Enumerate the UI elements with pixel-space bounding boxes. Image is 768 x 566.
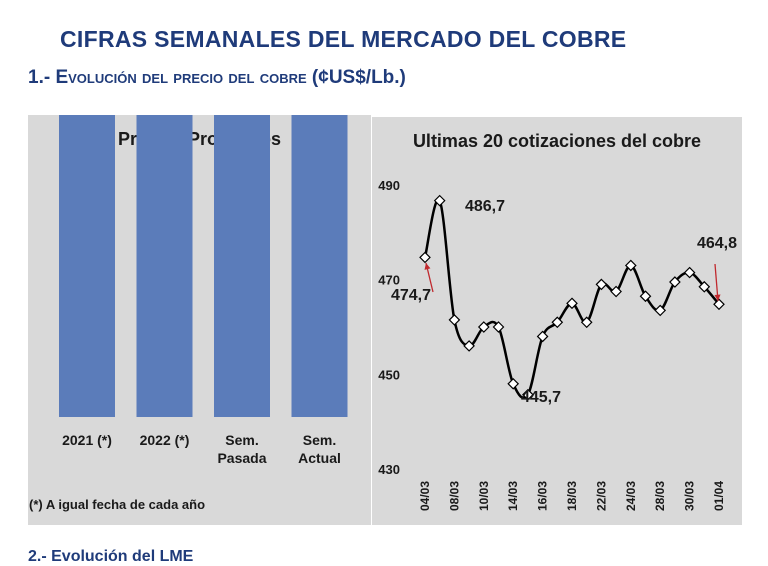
point-value-label: 486,7	[465, 198, 505, 215]
data-point-marker	[713, 298, 725, 311]
x-tick-label: 28/03	[653, 481, 667, 511]
y-tick-label: 430	[378, 462, 400, 477]
x-tick-label: 10/03	[477, 481, 491, 511]
data-point-marker	[566, 297, 578, 310]
data-point-marker	[536, 330, 549, 343]
bar	[59, 115, 115, 418]
data-point-marker	[463, 340, 475, 352]
y-tick-label: 490	[378, 178, 400, 193]
section-unit: (¢US$/Lb.)	[306, 67, 406, 88]
x-tick-label: 18/03	[565, 481, 579, 511]
x-tick-label: 30/03	[683, 481, 697, 511]
data-point-marker	[624, 259, 637, 272]
average-prices-panel: Precios Promedios 385,92021 (*)453,62022…	[28, 115, 371, 525]
x-tick-label: 04/03	[418, 481, 432, 511]
category-label: Sem.	[225, 432, 258, 448]
category-label: 2022 (*)	[140, 432, 190, 448]
data-point-marker	[698, 280, 711, 293]
data-point-marker	[419, 251, 431, 264]
data-point-marker	[639, 290, 652, 303]
section-title-text: Evolución del precio del cobre	[55, 67, 307, 88]
data-point-marker	[433, 194, 446, 207]
data-point-marker	[654, 304, 667, 317]
page-title: CIFRAS SEMANALES DEL MERCADO DEL COBRE	[60, 26, 627, 52]
line-chart: 430 450 470 490 04/03 08/03 10/03 14/03 16/03 18/…	[378, 178, 737, 511]
y-tick-label: 450	[378, 367, 400, 382]
point-value-label: 445,7	[521, 389, 561, 406]
x-tick-label: 08/03	[447, 481, 461, 511]
x-tick-label: 22/03	[594, 481, 608, 511]
point-value-label: 464,8	[697, 235, 737, 252]
data-point-marker	[669, 276, 681, 288]
x-tick-label: 01/04	[712, 481, 726, 511]
data-point-marker	[448, 314, 461, 326]
data-point-marker	[595, 278, 608, 291]
data-point-marker	[683, 266, 696, 279]
next-section-title: 2.- Evolución del LME	[28, 548, 194, 565]
category-label: Pasada	[217, 450, 266, 466]
x-tick-label: 16/03	[536, 481, 550, 511]
data-point-marker	[492, 321, 505, 333]
bar	[291, 115, 348, 418]
data-point-marker	[610, 285, 622, 298]
data-point-marker	[580, 316, 593, 329]
section-number: 1.-	[28, 67, 56, 88]
bar-chart: 385,92021 (*)453,62022 (*)467,4Sem.Pasad…	[59, 115, 348, 466]
category-label: Actual	[298, 450, 341, 466]
x-tick-label: 14/03	[506, 481, 520, 511]
footnote: (*) A igual fecha de cada año	[29, 497, 206, 512]
x-tick-label: 24/03	[624, 481, 638, 511]
section-title: 1.- Evolución del precio del cobre (¢US$…	[28, 67, 406, 89]
data-point-marker	[477, 321, 490, 333]
data-point-marker	[551, 316, 564, 329]
annotation-arrowhead	[424, 263, 431, 270]
last-quotes-panel: Ultimas 20 cotizaciones del cobre 430 450…	[372, 117, 742, 525]
line-chart-title: Ultimas 20 cotizaciones del cobre	[412, 131, 702, 151]
data-point-marker	[507, 377, 520, 390]
data-point-marker	[522, 388, 534, 401]
bar	[214, 115, 270, 418]
annotation-arrowhead	[714, 294, 721, 301]
y-tick-label: 470	[378, 273, 400, 288]
bar	[136, 115, 193, 418]
point-value-label: 474,7	[391, 287, 431, 304]
category-label: Sem.	[303, 432, 336, 448]
category-label: 2021 (*)	[62, 432, 112, 448]
